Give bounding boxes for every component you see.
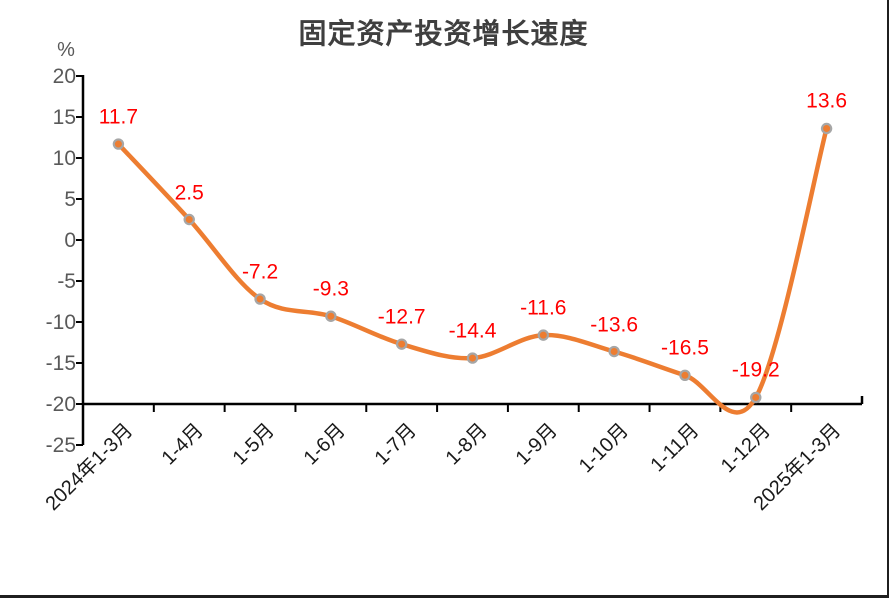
y-tick-label: -5 <box>57 270 76 293</box>
data-point-label: -11.6 <box>520 296 567 320</box>
y-tick-label: -20 <box>45 393 76 416</box>
y-tick-label: 5 <box>64 188 76 211</box>
data-point-marker <box>112 138 125 150</box>
data-point-label: -16.5 <box>661 336 709 360</box>
data-point-label: -13.6 <box>590 313 639 337</box>
y-tick-label: 15 <box>52 106 76 129</box>
data-point-marker <box>608 345 620 358</box>
series-line <box>116 126 829 415</box>
data-point-label: 2.5 <box>174 181 204 204</box>
data-point-marker <box>537 329 550 341</box>
data-point-marker <box>679 369 691 381</box>
y-tick-label: 10 <box>52 147 76 170</box>
data-point-label: 13.6 <box>806 89 848 113</box>
y-axis-unit-label: % <box>57 39 75 61</box>
data-point-label: 11.7 <box>98 105 139 129</box>
y-tick-label: -15 <box>45 352 76 375</box>
data-point-marker <box>466 352 479 364</box>
data-point-marker <box>395 338 408 350</box>
data-point-label: -14.4 <box>448 319 497 343</box>
chart-title: 固定资产投资增长速度 <box>298 19 589 50</box>
data-point-label: -7.2 <box>241 260 279 284</box>
y-tick-label: 0 <box>64 229 76 252</box>
y-tick-label: 20 <box>52 65 76 88</box>
data-point-label: -9.3 <box>312 277 349 301</box>
data-point-marker <box>325 310 337 322</box>
data-point-marker <box>750 391 762 404</box>
data-point-marker <box>254 293 266 305</box>
data-point-marker <box>820 122 833 135</box>
y-tick-label: -10 <box>45 311 76 334</box>
y-tick-label: -25 <box>45 434 76 457</box>
data-point-label: -19.2 <box>731 358 780 382</box>
data-point-label: -12.7 <box>377 305 426 329</box>
data-point-marker <box>183 213 195 226</box>
